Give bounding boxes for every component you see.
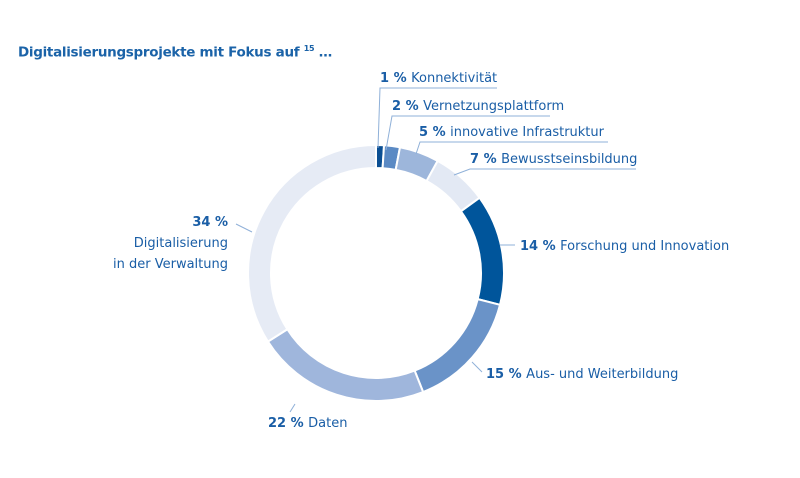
slice-name: Forschung und Innovation <box>560 239 729 254</box>
slice-value: 34 % <box>192 215 228 230</box>
slice-label: 22 % Daten <box>268 416 347 431</box>
slice-value: 22 % <box>268 416 308 431</box>
slice-name: Vernetzungsplattform <box>423 99 564 114</box>
slice-value: 15 % <box>486 367 526 382</box>
slice-value: 7 % <box>470 152 501 167</box>
slice-label: 7 % Bewusstseinsbildung <box>470 152 637 167</box>
slice-name: Aus- und Weiterbildung <box>526 367 678 382</box>
slice-label: 14 % Forschung und Innovation <box>520 239 729 254</box>
slice-name: Daten <box>308 416 347 431</box>
slice-name: Bewusstseinsbildung <box>501 152 637 167</box>
slice-label: 5 % innovative Infrastruktur <box>419 125 605 140</box>
leader-line <box>453 168 636 176</box>
leader-line <box>415 141 608 155</box>
leader-line <box>235 223 253 233</box>
chart-title: Digitalisierungsprojekte mit Fokus auf 1… <box>18 44 332 61</box>
slice-name: Konnektivität <box>411 71 497 86</box>
slice-value: 14 % <box>520 239 560 254</box>
leader-line <box>471 361 483 373</box>
donut-slice <box>459 196 505 307</box>
slice-label: 2 % Vernetzungsplattform <box>392 99 564 114</box>
slice-value: 5 % <box>419 125 450 140</box>
slice-value: 2 % <box>392 99 423 114</box>
donut-slice <box>247 143 377 343</box>
slice-name: innovative Infrastruktur <box>450 125 605 140</box>
slice-label: 15 % Aus- und Weiterbildung <box>486 367 678 382</box>
slice-name: in der Verwaltung <box>113 257 228 272</box>
slice-value: 1 % <box>380 71 411 86</box>
slice-label: 34 % Digitalisierung in der Verwaltung <box>113 215 228 272</box>
donut-slice <box>266 327 425 402</box>
leader-line <box>377 87 497 149</box>
slice-label: 1 % Konnektivität <box>380 71 497 86</box>
leader-line <box>289 403 296 413</box>
slice-name: Digitalisierung <box>134 236 228 251</box>
leader-line <box>385 115 550 151</box>
footnote-ref: 15 <box>303 44 315 53</box>
